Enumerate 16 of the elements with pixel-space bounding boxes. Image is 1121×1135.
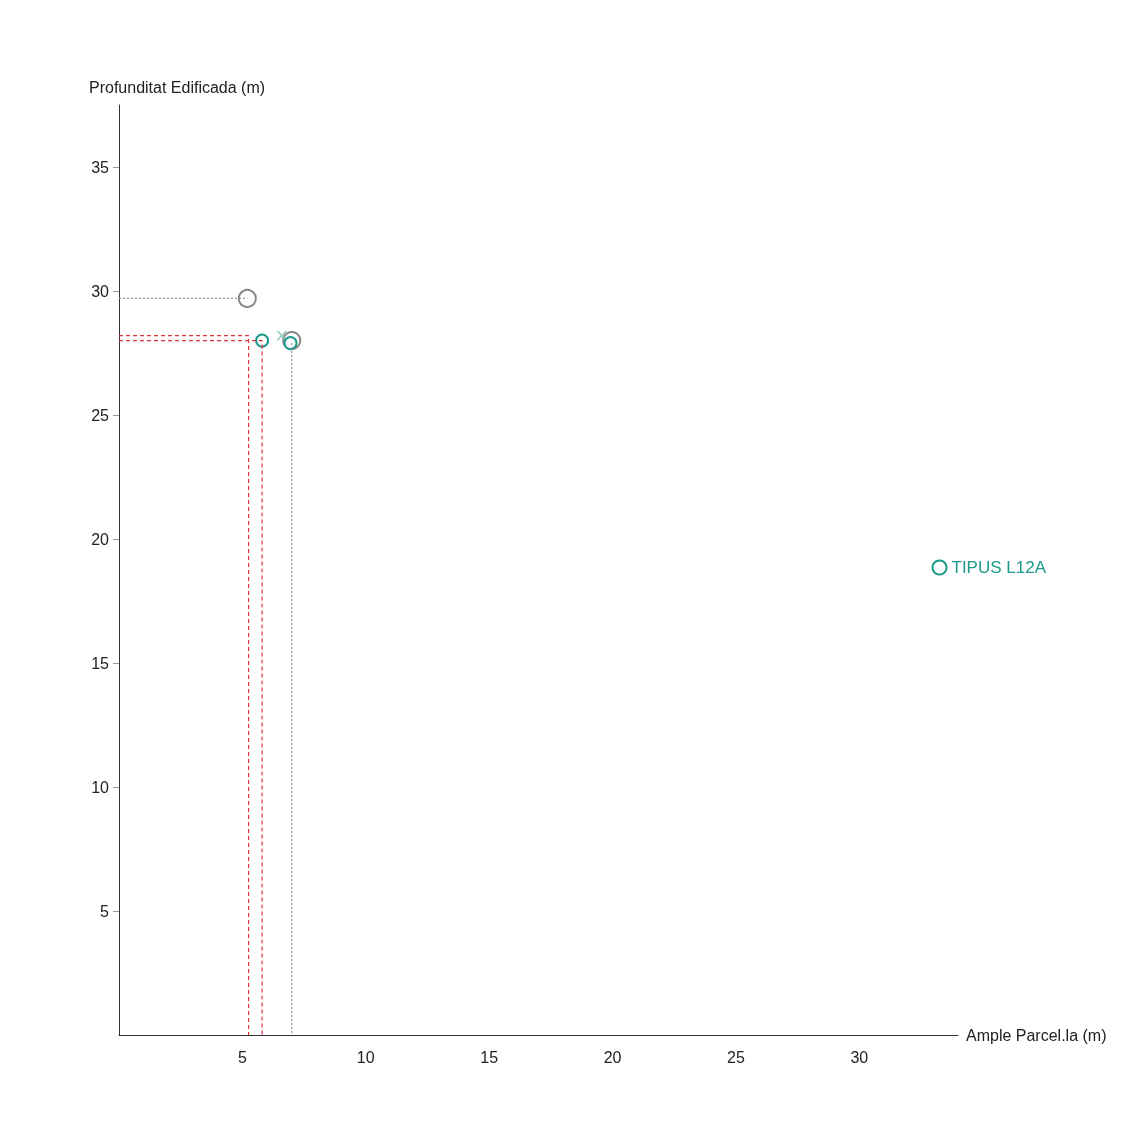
x-tick-label: 25 bbox=[727, 1048, 745, 1066]
y-tick-label: 30 bbox=[91, 282, 110, 300]
y-tick-label: 15 bbox=[91, 654, 110, 672]
y-axis-title: Profunditat Edificada (m) bbox=[89, 78, 266, 96]
x-axis-title: Ample Parcel.la (m) bbox=[966, 1026, 1107, 1044]
legend-label: TIPUS L12A bbox=[951, 558, 1047, 577]
y-tick-label: 10 bbox=[91, 778, 110, 796]
y-tick-label: 25 bbox=[91, 406, 110, 424]
y-tick-label: 35 bbox=[91, 158, 110, 176]
x-tick-label: 15 bbox=[480, 1048, 499, 1066]
y-tick-label: 20 bbox=[91, 530, 110, 548]
x-tick-label: 20 bbox=[603, 1048, 622, 1066]
x-tick-label: 10 bbox=[356, 1048, 375, 1066]
y-tick-label: 5 bbox=[100, 902, 110, 920]
x-tick-label: 30 bbox=[850, 1048, 869, 1066]
x-tick-label: 5 bbox=[237, 1048, 247, 1066]
